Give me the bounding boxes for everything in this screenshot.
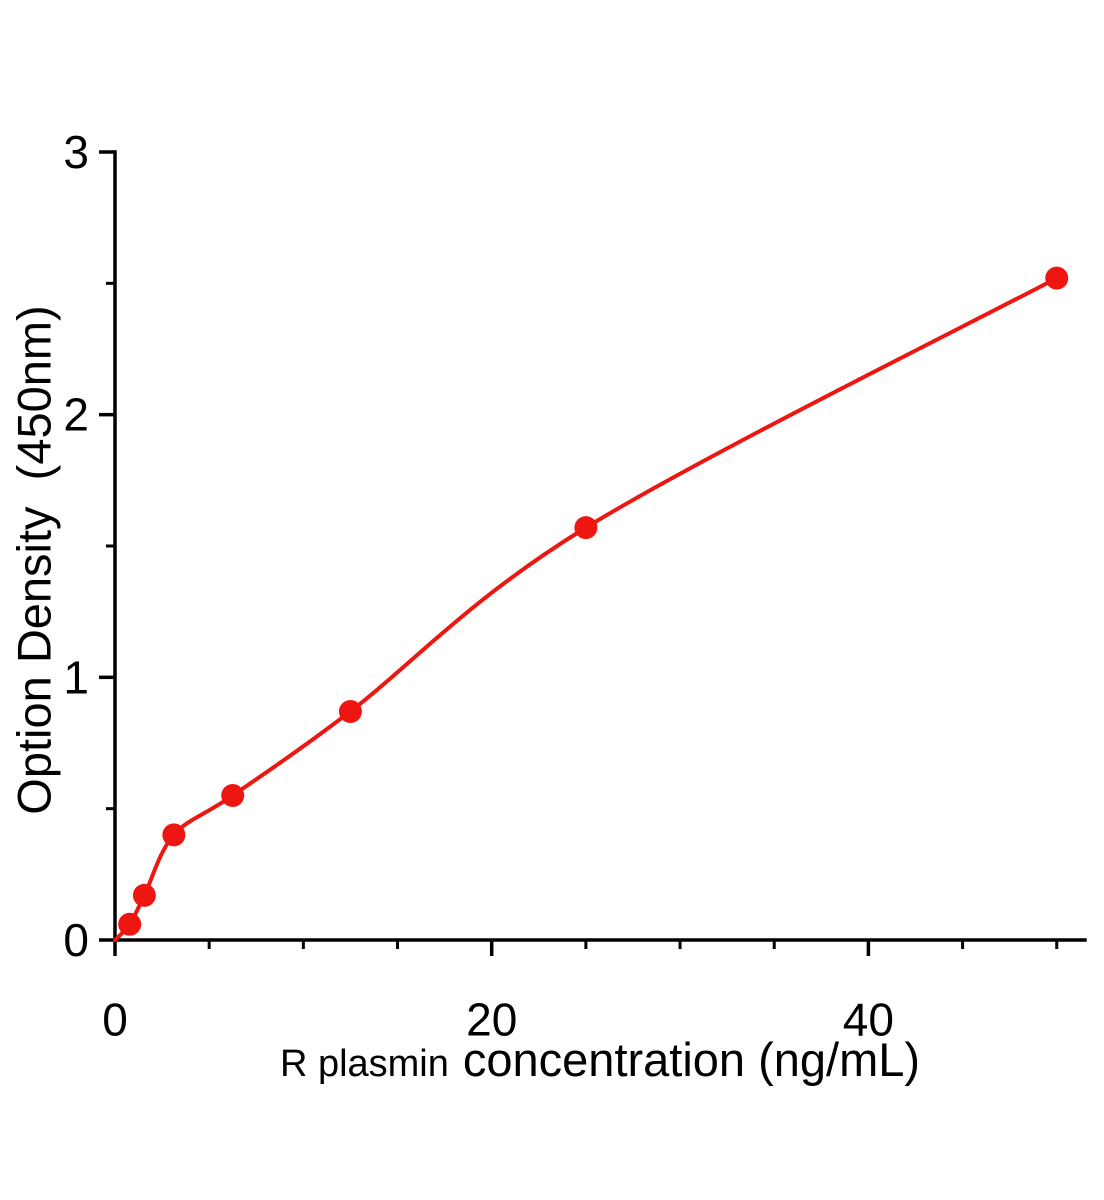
- x-tick-label: 20: [466, 994, 517, 1046]
- data-point: [574, 516, 598, 540]
- x-axis-title-main: concentration (ng/mL): [462, 1033, 921, 1086]
- plot-layer: 0 20 40 0 1 2 3: [63, 126, 1087, 1046]
- data-point: [118, 912, 142, 936]
- y-tick-label: 0: [63, 914, 89, 966]
- axes: [113, 150, 1087, 942]
- data-point: [1045, 266, 1069, 290]
- data-point: [338, 699, 362, 723]
- y-tick-label: 1: [63, 651, 89, 703]
- x-tick-label: 40: [843, 994, 894, 1046]
- x-tick-label: 0: [102, 994, 128, 1046]
- y-tick-label: 3: [63, 126, 89, 178]
- data-point: [221, 784, 245, 808]
- data-point: [132, 883, 156, 907]
- y-tick-label: 2: [63, 389, 89, 441]
- x-axis-title: R plasmin concentration (ng/mL): [115, 1032, 1085, 1087]
- y-axis-title: Option Density (450nm): [7, 305, 61, 815]
- fit-curve: [113, 276, 1059, 942]
- data-point: [162, 823, 186, 847]
- x-axis-title-prefix: R plasmin: [279, 1043, 449, 1085]
